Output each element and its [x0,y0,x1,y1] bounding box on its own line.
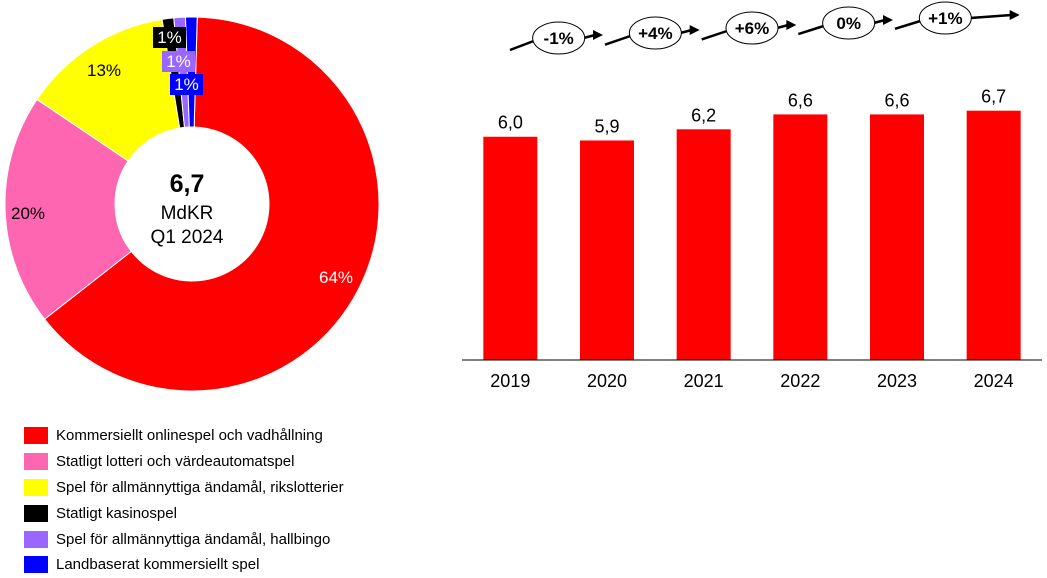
x-tick-label-2020: 2020 [587,371,627,391]
bar-2019 [483,136,538,360]
center-total-value: 6,7 [170,170,205,198]
legend-swatch-4 [24,504,48,522]
growth-oval-5 [918,1,972,35]
donut-slice-label-6: 1% [174,75,199,94]
growth-arrow-in-4 [797,24,825,36]
donut-slice-label-1: 64% [319,268,353,287]
legend-item-6: Landbaserat kommersiellt spel [24,552,344,578]
bar-value-label-2022: 6,6 [788,90,813,110]
donut-slice-label-3: 13% [87,61,121,80]
bar-value-label-2021: 6,2 [691,105,716,125]
growth-oval-4 [822,6,876,40]
bar-2024 [966,110,1021,360]
legend-swatch-3 [24,478,48,496]
growth-oval-2 [628,16,682,50]
legend-item-5: Spel för allmännyttiga ändamål, hallbing… [24,526,344,552]
bar-2023 [870,114,924,360]
legend-swatch-6 [24,556,48,574]
growth-arrowhead-1 [593,30,603,40]
donut-slice-label-4: 1% [157,28,182,47]
legend-item-1: Kommersiellt onlinespel och vadhållning [24,423,344,449]
legend-swatch-5 [24,530,48,548]
bar-value-label-2024: 6,7 [981,87,1006,107]
callout-box-4 [153,27,186,48]
center-period-label: Q1 2024 [151,227,224,248]
growth-oval-3 [725,11,779,45]
legend-label-2: Statligt lotteri och värdeautomatspel [56,453,295,471]
growth-label-5: +1% [928,9,963,28]
growth-arrowhead-2 [689,25,700,35]
growth-oval-1 [532,21,586,55]
growth-arrow-in-3 [701,29,728,41]
donut-slice-3 [36,18,181,162]
legend-label-4: Statligt kasinospel [56,504,177,522]
donut-slice-2 [4,98,133,320]
donut-slice-6 [184,16,198,128]
donut-slice-1 [43,16,380,392]
bar-value-label-2019: 6,0 [498,113,523,133]
growth-label-3: +6% [735,19,770,38]
center-unit-label: MdKR [161,203,214,224]
growth-arrow-in-2 [604,34,631,46]
bar-value-label-2023: 6,6 [884,90,909,110]
bar-2020 [580,140,634,360]
callout-box-6 [170,74,203,95]
legend-label-5: Spel för allmännyttiga ändamål, hallbing… [56,530,331,548]
growth-arrowhead-4 [883,15,893,25]
legend-item-4: Statligt kasinospel [24,500,344,526]
legend-item-2: Statligt lotteri och värdeautomatspel [24,449,344,475]
legend-swatch-1 [24,427,48,445]
callout-box-5 [162,51,195,72]
bar-2021 [676,129,731,360]
bar-2022 [773,114,828,360]
donut-slice-label-5: 1% [166,52,191,71]
growth-arrow-in-1 [509,39,535,52]
growth-arrowhead-5 [1009,10,1020,20]
legend-swatch-2 [24,453,48,471]
donut-slice-label-2: 20% [11,204,45,223]
chart-legend: Kommersiellt onlinespel och vadhållning S… [24,423,344,578]
x-tick-label-2022: 2022 [780,371,820,391]
x-tick-label-2023: 2023 [877,371,917,391]
growth-arrowhead-3 [786,20,797,30]
legend-item-3: Spel för allmännyttiga ändamål, rikslott… [24,475,344,501]
x-tick-label-2024: 2024 [974,371,1014,391]
growth-label-4: 0% [836,14,861,33]
legend-label-3: Spel för allmännyttiga ändamål, rikslott… [56,478,344,496]
legend-label-6: Landbaserat kommersiellt spel [56,556,260,574]
growth-label-1: -1% [544,29,574,48]
growth-label-2: +4% [638,24,673,43]
legend-label-1: Kommersiellt onlinespel och vadhållning [56,427,323,445]
x-tick-label-2019: 2019 [490,371,530,391]
growth-arrow-in-5 [894,19,921,30]
x-tick-label-2021: 2021 [684,371,724,391]
bar-value-label-2020: 5,9 [594,116,619,136]
growth-arrow-out-5 [970,13,1012,20]
